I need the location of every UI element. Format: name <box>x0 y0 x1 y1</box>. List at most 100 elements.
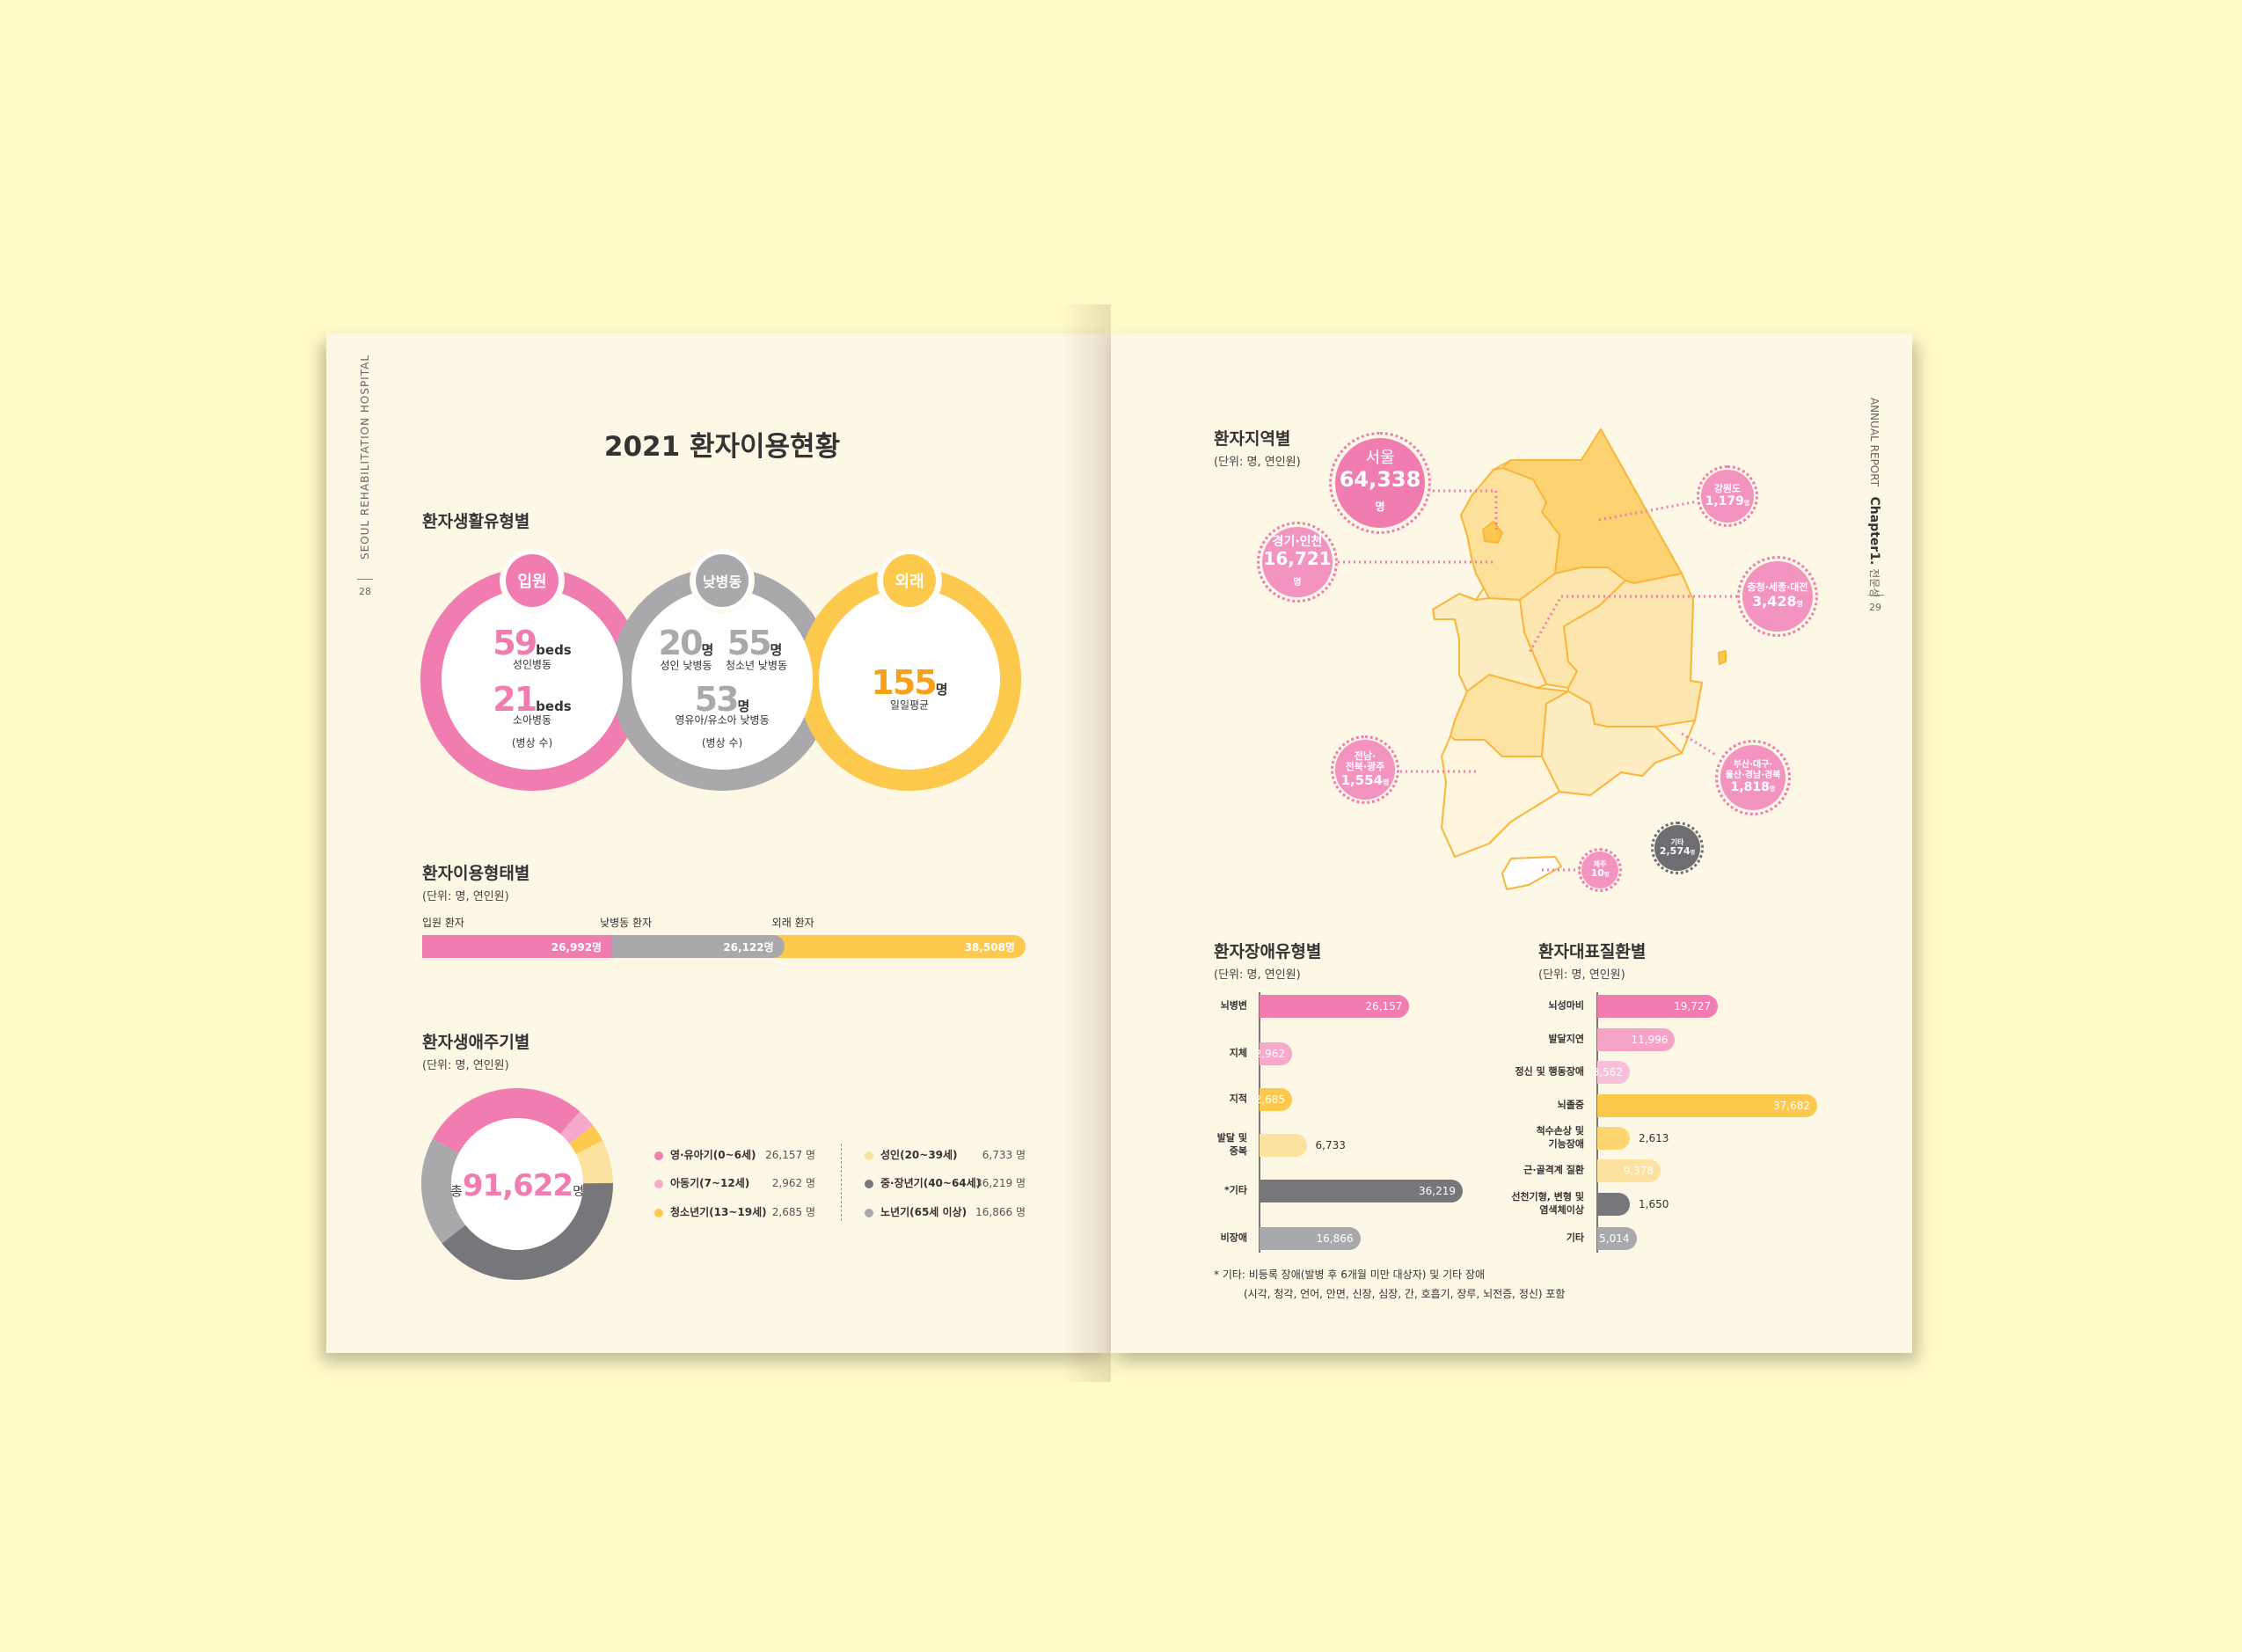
legend-label: 중·장년기(40~64세) <box>880 1177 982 1189</box>
region-name: 기타 <box>1670 838 1684 847</box>
life-cycle-donut <box>421 1088 613 1280</box>
legend-value: 16,866 명 <box>975 1206 1026 1218</box>
region-bubble: 제주 10명 <box>1581 852 1618 888</box>
region-suffix: 명 <box>1293 578 1302 588</box>
bubble-dotted-ring <box>1331 735 1399 804</box>
total-value: 91,622 <box>462 1168 573 1203</box>
region-value: 1,554 <box>1340 772 1384 789</box>
region-value: 2,574 <box>1659 845 1691 858</box>
adult-ward-beds: 59beds <box>493 624 571 662</box>
donut-slice <box>559 1111 594 1144</box>
usage-segment-label: 입원 환자 <box>422 917 464 929</box>
legend-swatch <box>654 1151 663 1160</box>
living-type-heading: 환자생활유형별 <box>422 512 530 531</box>
infant-daycare-label: 영유아/유소아 낮병동 <box>675 713 770 727</box>
bubble-dotted-ring <box>1578 848 1622 892</box>
youth-daycare-label: 청소년 낮병동 <box>725 659 788 672</box>
usage-type-unit: (단위: 명, 연인원) <box>422 890 509 903</box>
region-name: 전남· 전북·광주 <box>1345 749 1385 773</box>
bar-category-label: 지적 <box>1229 1093 1247 1105</box>
value: 55 <box>727 624 772 662</box>
legend-label: 영·유아기(0~6세) <box>670 1149 756 1161</box>
child-ward-label: 소아병동 <box>512 713 552 727</box>
disability-unit: (단위: 명, 연인원) <box>1214 969 1301 982</box>
donut-slice <box>575 1140 613 1184</box>
bar-category-label: 지체 <box>1229 1047 1247 1059</box>
leader-gangwon <box>1598 500 1698 522</box>
region-value: 1,179 <box>1705 494 1744 509</box>
bar: 37,682 <box>1597 1094 1817 1117</box>
usage-segment-label: 낮병동 환자 <box>600 917 653 929</box>
legend-label: 청소년기(13~19세) <box>670 1206 767 1218</box>
adult-ward-label: 성인병동 <box>512 658 552 671</box>
region-name: 서울 <box>1365 449 1395 468</box>
page-number-divider <box>357 579 373 580</box>
map-region-jeonbuk <box>1450 674 1569 757</box>
page-number: 28 <box>359 586 371 597</box>
region-count: 64,338 명 <box>1335 467 1425 516</box>
map-region-chungnam <box>1432 593 1547 692</box>
total-suffix: 명 <box>573 1185 584 1199</box>
region-value: 16,721 <box>1263 548 1332 570</box>
region-suffix: 명 <box>1769 786 1776 793</box>
bar-category-label: 기타 <box>1566 1232 1584 1244</box>
region-bubble: 서울 64,338 명 <box>1335 438 1425 528</box>
bar-category-label: 정신 및 행동장애 <box>1515 1065 1585 1078</box>
bar: 9,378 <box>1597 1159 1661 1182</box>
region-value: 10 <box>1590 867 1604 880</box>
chart-axis <box>1596 992 1598 1253</box>
donut-hole <box>451 1118 583 1250</box>
child-ward-beds: 21beds <box>493 680 571 719</box>
region-bubble: 경기·인천 16,721 명 <box>1262 527 1333 597</box>
usage-segment-label: 외래 환자 <box>771 917 814 929</box>
map-region-seoul <box>1482 521 1503 544</box>
bar-category-label: 비장애 <box>1220 1232 1247 1244</box>
life-cycle-heading: 환자생애주기별 <box>422 1033 530 1052</box>
region-suffix: 명 <box>1375 501 1385 514</box>
map-island-ulleung <box>1718 650 1727 665</box>
bar: 36,219 <box>1260 1180 1463 1202</box>
donut-slice <box>432 1088 581 1154</box>
suffix: beds <box>536 642 572 658</box>
value: 155 <box>871 663 937 702</box>
suffix: 명 <box>737 698 750 714</box>
region-count: 3,428명 <box>1752 593 1803 610</box>
bar <box>1597 1127 1630 1150</box>
bar-category-label: 척수손상 및 기능장애 <box>1536 1125 1584 1150</box>
region-name: 강원도 <box>1713 482 1742 494</box>
region-bubble: 부산·대구· 울산·경남·경북 1,818명 <box>1720 745 1786 810</box>
donut-total: 총91,622명 <box>450 1168 584 1203</box>
bar: 11,996 <box>1597 1028 1676 1051</box>
region-unit: (단위: 명, 연인원) <box>1214 456 1301 469</box>
legend-swatch <box>865 1151 873 1160</box>
daycare-inner <box>632 588 813 770</box>
legend-item: 노년기(65세 이상) <box>865 1204 967 1219</box>
inpatient-note: (병상 수) <box>511 736 553 749</box>
value: 53 <box>694 680 740 719</box>
leader-seoul <box>1433 489 1498 531</box>
legend-label: 성인(20~39세) <box>880 1149 958 1161</box>
total-prefix: 총 <box>450 1183 463 1199</box>
bar: 19,727 <box>1597 995 1719 1018</box>
disease-heading: 환자대표질환별 <box>1538 942 1647 961</box>
footnote-line-1: * 기타: 비등록 장애(발병 후 6개월 미만 대상자) 및 기타 장애 <box>1214 1268 1486 1281</box>
region-name: 충청·세종·대전 <box>1747 581 1808 594</box>
bar-value-label: 6,733 <box>1315 1139 1346 1151</box>
suffix: 명 <box>701 642 714 658</box>
bar-category-label: 뇌병변 <box>1220 999 1247 1012</box>
region-name: 제주 <box>1593 860 1607 869</box>
donut-slice <box>442 1182 613 1280</box>
bar: 2,685 <box>1255 1088 1292 1111</box>
region-bubble: 강원도 1,179명 <box>1701 470 1754 523</box>
region-count: 16,721 명 <box>1262 549 1333 589</box>
usage-segment: 26,122명 <box>600 935 785 958</box>
bubble-dotted-ring <box>1697 465 1758 527</box>
legend-item: 중·장년기(40~64세) <box>865 1175 981 1190</box>
legend-value: 6,733 명 <box>982 1149 1026 1161</box>
value: 21 <box>493 680 537 719</box>
region-heading: 환자지역별 <box>1214 429 1291 449</box>
life-cycle-unit: (단위: 명, 연인원) <box>422 1059 509 1072</box>
bar-category-label: 뇌성마비 <box>1548 999 1584 1012</box>
